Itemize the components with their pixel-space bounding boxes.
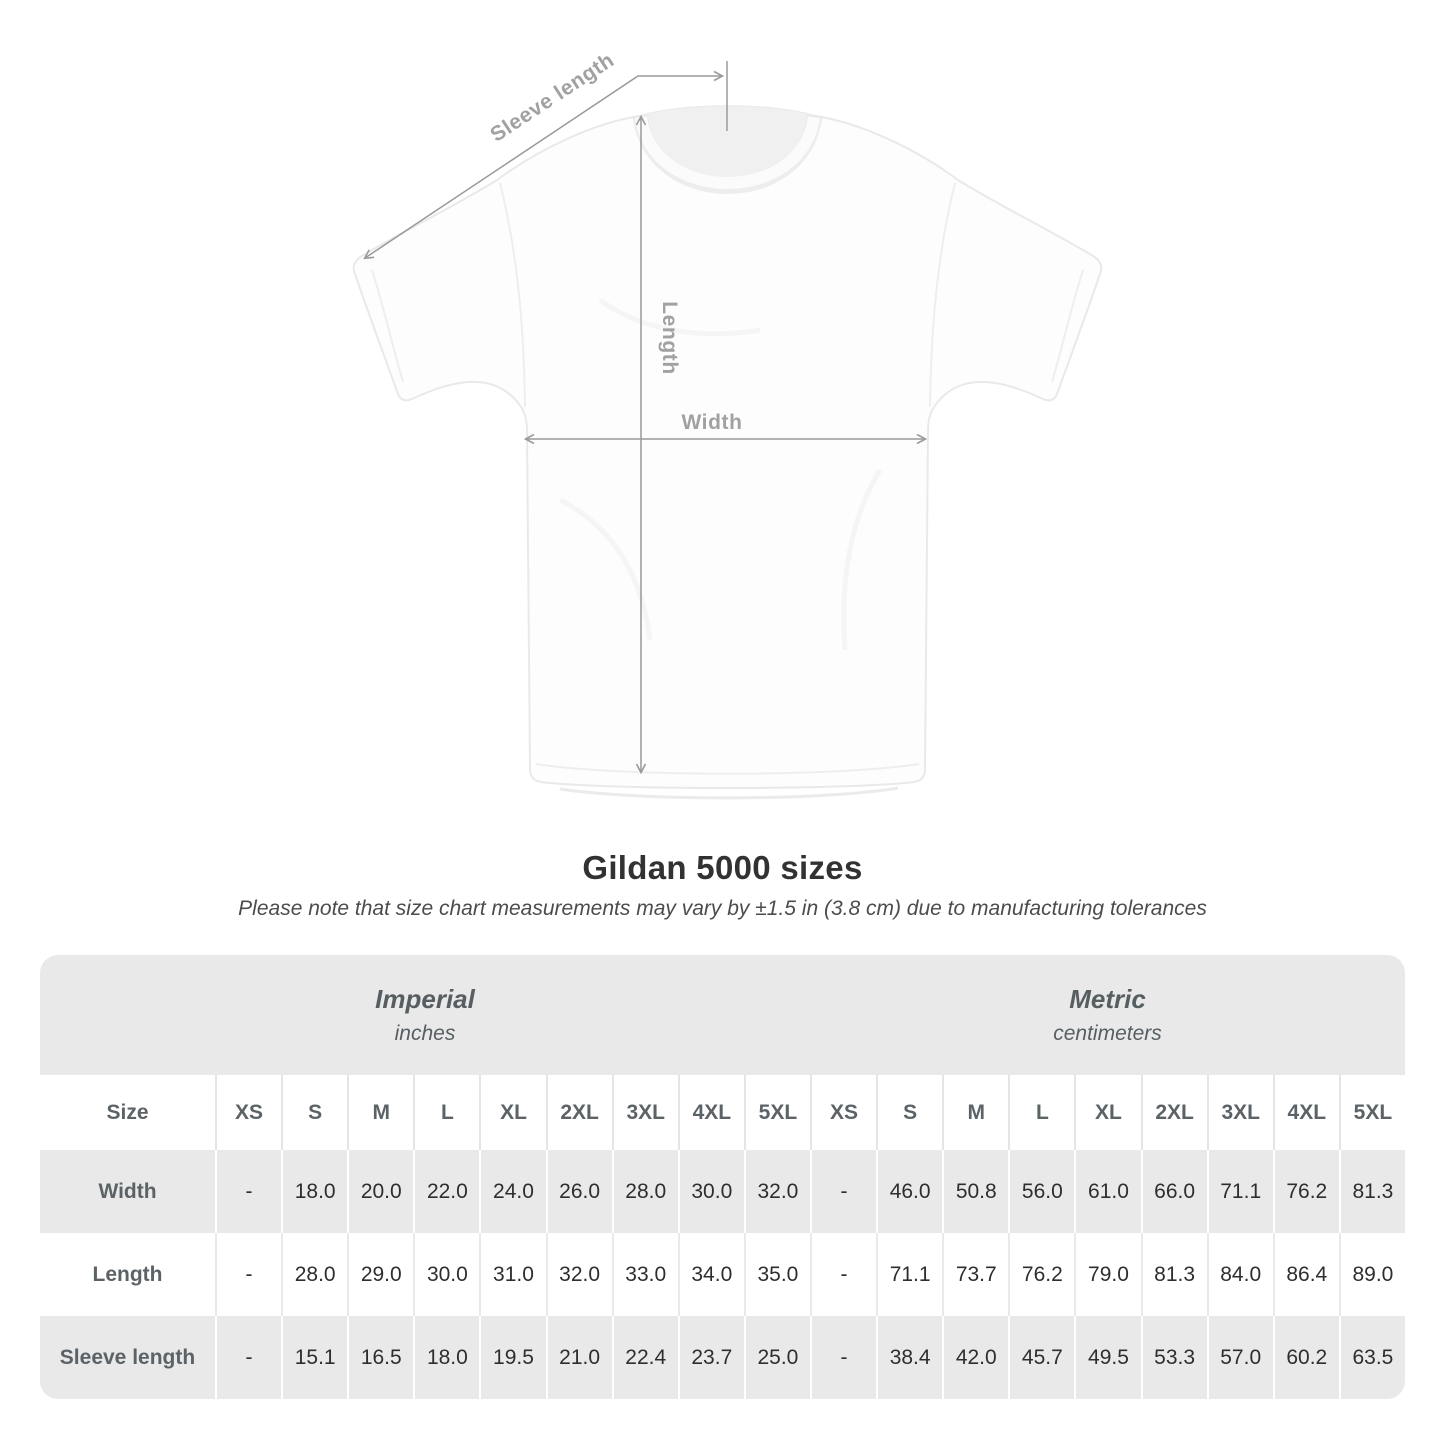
table-cell: 86.4 — [1272, 1233, 1339, 1316]
size-chart-table: Imperial inches Metric centimeters Size … — [40, 955, 1405, 1399]
size-col-header-metric-3xl: 3XL — [1206, 1075, 1273, 1150]
size-col-header-metric-m: M — [942, 1075, 1008, 1150]
table-cell: 32.0 — [545, 1233, 612, 1316]
table-cell: 31.0 — [479, 1233, 545, 1316]
table-cell: 53.3 — [1140, 1316, 1207, 1399]
size-header-row: Size XS S M L XL 2XL 3XL 4XL 5XL XS S M L XL 2XL 3XL 4XL… — [40, 1075, 1405, 1150]
table-cell: 76.2 — [1008, 1233, 1074, 1316]
table-cell: 76.2 — [1272, 1150, 1339, 1233]
table-cell: - — [215, 1150, 281, 1233]
table-cell: 16.5 — [347, 1316, 413, 1399]
size-col-header-metric-xs: XS — [809, 1075, 876, 1150]
table-cell: 60.2 — [1272, 1316, 1339, 1399]
size-col-header-imperial-2xl: 2XL — [545, 1075, 612, 1150]
width-label: Width — [681, 411, 742, 434]
table-cell: 38.4 — [876, 1316, 942, 1399]
table-cell: 26.0 — [545, 1150, 612, 1233]
table-cell: 29.0 — [347, 1233, 413, 1316]
table-cell: 66.0 — [1140, 1150, 1207, 1233]
size-col-header-imperial-m: M — [347, 1075, 413, 1150]
table-cell: 45.7 — [1008, 1316, 1074, 1399]
table-cell: 71.1 — [876, 1233, 942, 1316]
table-cell: 21.0 — [545, 1316, 612, 1399]
table-cell: 79.0 — [1074, 1233, 1140, 1316]
size-corner-label: Size — [106, 1100, 149, 1124]
table-cell: 89.0 — [1338, 1233, 1405, 1316]
table-cell: 81.3 — [1140, 1233, 1207, 1316]
table-cell: - — [809, 1233, 876, 1316]
size-col-header-metric-s: S — [876, 1075, 942, 1150]
table-row-length: Length -28.0 29.0 30.0 31.0 32.0 33.0 34.0 35.0-… — [40, 1233, 1405, 1316]
table-cell: 15.1 — [281, 1316, 347, 1399]
table-cell: 18.0 — [281, 1150, 347, 1233]
table-cell: 33.0 — [611, 1233, 678, 1316]
size-col-header-metric-l: L — [1008, 1075, 1074, 1150]
table-cell: 20.0 — [347, 1150, 413, 1233]
imperial-title: Imperial — [375, 984, 475, 1014]
size-col-header-imperial-4xl: 4XL — [677, 1075, 744, 1150]
table-row-width: Width -18.0 20.0 22.0 24.0 26.0 28.0 30.0 32.0-4… — [40, 1150, 1405, 1233]
row-label: Width — [98, 1179, 157, 1203]
table-cell: 24.0 — [479, 1150, 545, 1233]
table-cell: - — [809, 1316, 876, 1399]
table-cell: 46.0 — [876, 1150, 942, 1233]
size-col-header-metric-2xl: 2XL — [1140, 1075, 1207, 1150]
table-cell: 22.4 — [611, 1316, 678, 1399]
table-row-sleeve-length: Sleeve length -15.1 16.5 18.0 19.5 21.0 22.4 23… — [40, 1316, 1405, 1399]
size-col-header-imperial-3xl: 3XL — [611, 1075, 678, 1150]
table-cell: 19.5 — [479, 1316, 545, 1399]
table-cell: 49.5 — [1074, 1316, 1140, 1399]
sleeve-length-arrow — [363, 70, 725, 260]
metric-header: Metric centimeters — [810, 955, 1405, 1075]
table-cell: - — [215, 1233, 281, 1316]
table-cell: 61.0 — [1074, 1150, 1140, 1233]
size-col-header-imperial-l: L — [413, 1075, 479, 1150]
table-cell: - — [809, 1150, 876, 1233]
table-cell: 23.7 — [677, 1316, 744, 1399]
table-cell: - — [215, 1316, 281, 1399]
metric-unit: centimeters — [1053, 1022, 1162, 1045]
table-cell: 56.0 — [1008, 1150, 1074, 1233]
table-cell: 81.3 — [1338, 1150, 1405, 1233]
length-label: Length — [658, 301, 681, 375]
table-cell: 25.0 — [743, 1316, 810, 1399]
table-cell: 84.0 — [1206, 1233, 1273, 1316]
table-cell: 28.0 — [281, 1233, 347, 1316]
page-subtitle: Please note that size chart measurements… — [238, 897, 1207, 920]
row-label: Sleeve length — [59, 1345, 196, 1369]
table-cell: 35.0 — [743, 1233, 810, 1316]
table-cell: 63.5 — [1338, 1316, 1405, 1399]
table-cell: 32.0 — [743, 1150, 810, 1233]
metric-title: Metric — [1069, 984, 1146, 1014]
table-cell: 42.0 — [942, 1316, 1008, 1399]
imperial-unit: inches — [394, 1022, 456, 1045]
unit-header-band: Imperial inches Metric centimeters — [40, 955, 1405, 1075]
size-col-header-metric-5xl: 5XL — [1338, 1075, 1405, 1150]
table-cell: 57.0 — [1206, 1316, 1273, 1399]
table-cell: 28.0 — [611, 1150, 678, 1233]
size-col-header-metric-xl: XL — [1074, 1075, 1140, 1150]
tshirt-measurement-diagram: Sleeve length Length Width — [352, 48, 1103, 800]
page-title: Gildan 5000 sizes — [582, 849, 863, 886]
size-col-header-imperial-s: S — [281, 1075, 347, 1150]
table-cell: 22.0 — [413, 1150, 479, 1233]
table-cell: 18.0 — [413, 1316, 479, 1399]
size-col-header-metric-4xl: 4XL — [1272, 1075, 1339, 1150]
table-cell: 50.8 — [942, 1150, 1008, 1233]
size-col-header-imperial-xs: XS — [215, 1075, 281, 1150]
size-col-header-imperial-5xl: 5XL — [743, 1075, 810, 1150]
size-col-header-imperial-xl: XL — [479, 1075, 545, 1150]
table-cell: 73.7 — [942, 1233, 1008, 1316]
table-cell: 30.0 — [413, 1233, 479, 1316]
tshirt-illustration — [352, 105, 1103, 800]
table-cell: 30.0 — [677, 1150, 744, 1233]
row-label: Length — [92, 1262, 163, 1286]
imperial-header: Imperial inches — [40, 955, 810, 1075]
table-cell: 34.0 — [677, 1233, 744, 1316]
table-cell: 71.1 — [1206, 1150, 1273, 1233]
